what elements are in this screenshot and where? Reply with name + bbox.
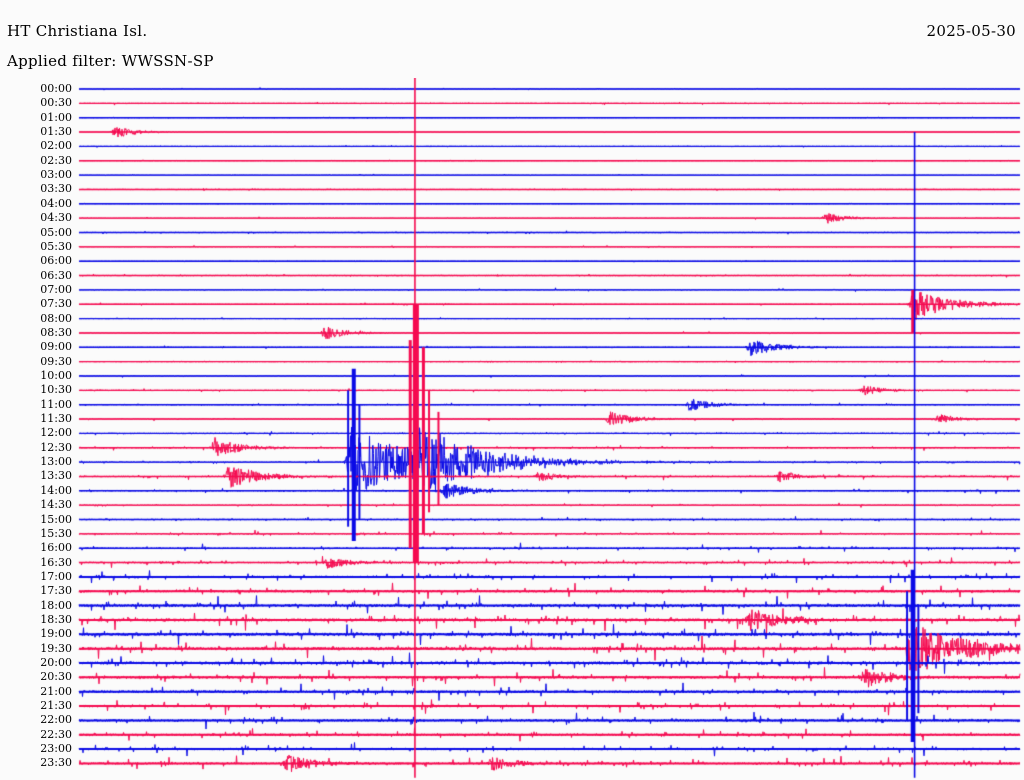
time-label: 22:00: [40, 713, 72, 727]
time-label: 16:30: [40, 555, 72, 569]
time-label: 07:00: [40, 282, 72, 296]
time-label: 17:30: [40, 584, 72, 598]
time-label: 18:00: [40, 598, 72, 612]
date-label: 2025-05-30: [926, 22, 1016, 40]
time-label: 15:00: [40, 512, 72, 526]
time-label: 06:30: [40, 268, 72, 282]
time-label: 19:30: [40, 641, 72, 655]
time-label: 21:30: [40, 699, 72, 713]
time-label: 15:30: [40, 526, 72, 540]
filter-label: Applied filter: WWSSN-SP: [7, 52, 214, 70]
time-label: 09:30: [40, 354, 72, 368]
time-label: 20:00: [40, 656, 72, 669]
seismogram-canvas: [0, 78, 1024, 780]
time-label: 20:30: [40, 670, 72, 684]
time-label: 18:30: [40, 612, 72, 626]
time-label: 06:00: [40, 254, 72, 268]
time-axis-labels: 00:00 00:30 01:00 01:30 02:00 02:30 03:00 03:30…: [0, 78, 79, 780]
time-label: 05:00: [40, 225, 72, 239]
time-label: 08:00: [40, 311, 72, 325]
time-label: 04:00: [40, 196, 72, 210]
time-label: 11:30: [40, 412, 72, 426]
time-label: 00:00: [40, 82, 72, 95]
time-label: 09:00: [40, 340, 72, 354]
time-label: 01:30: [40, 125, 72, 139]
time-label: 01:00: [40, 110, 72, 124]
page-title: HT Christiana Isl.: [7, 22, 148, 40]
time-label: 05:30: [40, 239, 72, 253]
time-label: 13:30: [40, 469, 72, 483]
time-label: 07:30: [40, 297, 72, 311]
time-label: 14:30: [40, 498, 72, 512]
time-label: 03:00: [40, 168, 72, 182]
time-label: 00:30: [40, 96, 72, 110]
time-label: 02:00: [40, 139, 72, 153]
time-label: 10:00: [40, 369, 72, 382]
time-label: 12:00: [40, 426, 72, 440]
time-label: 12:30: [40, 440, 72, 454]
helicorder-plot: 00:00 00:30 01:00 01:30 02:00 02:30 03:00 03:30…: [0, 78, 1024, 780]
time-label: 23:00: [40, 742, 72, 756]
time-label: 13:00: [40, 455, 72, 469]
time-label: 22:30: [40, 727, 72, 741]
time-label: 21:00: [40, 684, 72, 698]
time-label: 11:00: [40, 397, 72, 411]
time-label: 23:30: [40, 756, 72, 770]
time-label: 19:00: [40, 627, 72, 641]
time-label: 17:00: [40, 569, 72, 583]
time-label: 16:00: [40, 541, 72, 555]
time-label: 10:30: [40, 383, 72, 397]
time-label: 08:30: [40, 325, 72, 339]
time-label: 02:30: [40, 153, 72, 167]
time-label: 04:30: [40, 211, 72, 225]
time-label: 14:00: [40, 483, 72, 497]
time-label: 03:30: [40, 182, 72, 196]
